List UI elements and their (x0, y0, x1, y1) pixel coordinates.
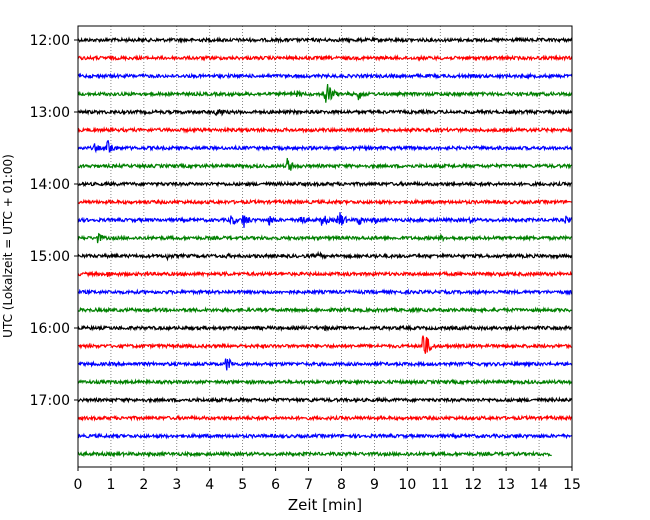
trace-1515 (77, 270, 573, 278)
x-axis-label: Zeit [min] (288, 496, 362, 514)
trace-1715 (77, 414, 572, 422)
y-tick-label: 13:00 (30, 105, 70, 121)
trace-1730 (77, 432, 573, 440)
x-tick-label: 5 (238, 477, 247, 493)
x-tick-label: 9 (370, 477, 379, 493)
trace-1315 (77, 126, 573, 134)
y-axis: 12:00 13:00 14:00 15:00 16:00 17:00 (30, 33, 78, 409)
plot-frame (77, 25, 573, 468)
trace-1430 (77, 212, 573, 228)
x-tick-label: 0 (74, 477, 83, 493)
trace-1330 (77, 140, 572, 154)
trace-1545 (77, 306, 572, 314)
trace-1415 (77, 198, 572, 206)
y-tick-label: 17:00 (30, 393, 70, 409)
x-tick-label: 11 (431, 477, 449, 493)
x-tick-label: 6 (271, 477, 280, 493)
trace-1445 (77, 232, 573, 244)
x-tick-label: 15 (563, 477, 581, 493)
traces (77, 36, 573, 458)
trace-1615 (77, 335, 573, 354)
x-tick-label: 8 (337, 477, 346, 493)
x-tick-label: 7 (304, 477, 313, 493)
trace-1345 (77, 157, 573, 171)
x-tick-label: 10 (398, 477, 416, 493)
trace-1300 (77, 108, 573, 117)
x-tick-label: 12 (464, 477, 482, 493)
x-tick-label: 1 (106, 477, 115, 493)
trace-1600 (77, 324, 572, 332)
trace-1645 (77, 378, 573, 386)
y-tick-label: 12:00 (30, 33, 70, 49)
trace-1245 (77, 84, 573, 103)
x-tick-label: 13 (497, 477, 515, 493)
y-axis-label: UTC (Lokalzeit = UTC + 01:00) (1, 154, 15, 338)
trace-1500 (77, 250, 573, 262)
x-tick-label: 4 (205, 477, 214, 493)
trace-1230 (77, 72, 573, 80)
trace-1200 (77, 36, 573, 44)
x-axis: 0 1 2 3 4 5 6 7 8 9 10 11 12 13 14 15 (74, 467, 581, 493)
x-tick-label: 14 (530, 477, 548, 493)
trace-1215 (77, 54, 573, 62)
y-tick-label: 14:00 (30, 177, 70, 193)
y-tick-label: 16:00 (30, 321, 70, 337)
y-tick-label: 15:00 (30, 249, 70, 265)
trace-1745 (77, 450, 552, 458)
x-tick-label: 2 (139, 477, 148, 493)
trace-1400 (77, 180, 572, 188)
trace-1630 (77, 357, 573, 371)
trace-1530 (77, 288, 573, 296)
x-tick-label: 3 (172, 477, 181, 493)
trace-1700 (77, 396, 573, 404)
